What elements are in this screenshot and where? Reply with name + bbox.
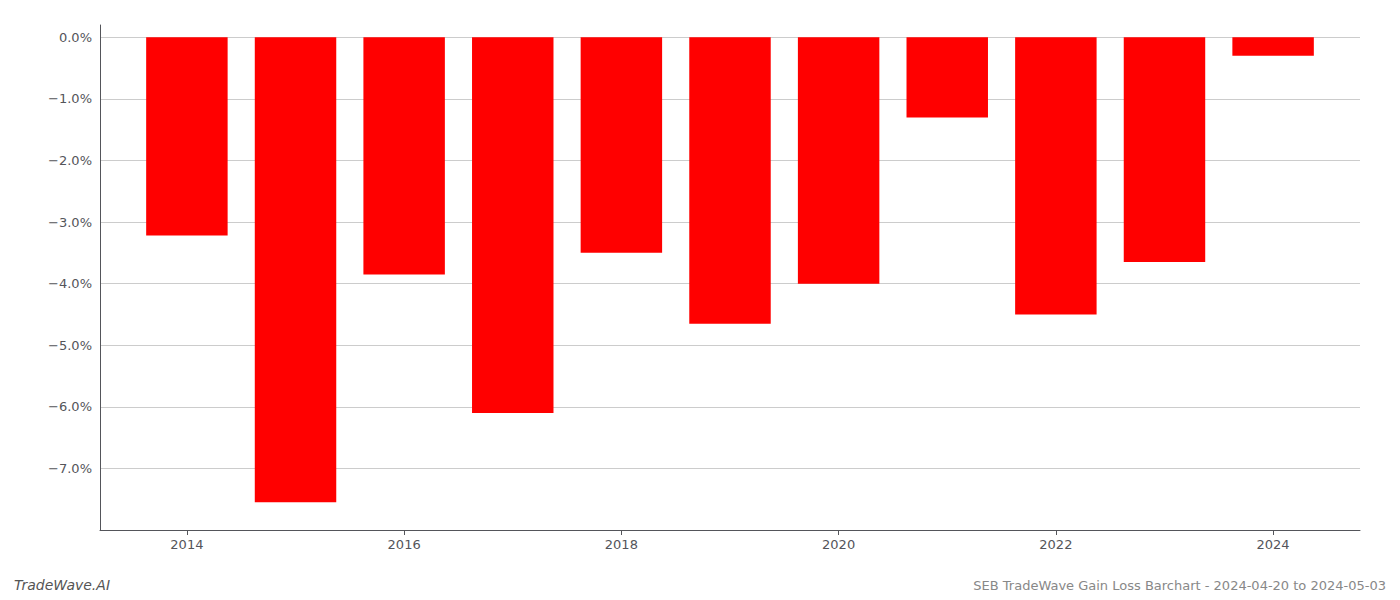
svg-text:TradeWave.AI: TradeWave.AI [14, 577, 110, 593]
svg-text:2022: 2022 [1039, 537, 1072, 552]
svg-text:2018: 2018 [605, 537, 638, 552]
svg-text:−7.0%: −7.0% [48, 461, 92, 476]
svg-text:−3.0%: −3.0% [48, 215, 92, 230]
svg-text:SEB TradeWave Gain Loss Barcha: SEB TradeWave Gain Loss Barchart - 2024-… [973, 578, 1386, 593]
svg-text:−1.0%: −1.0% [48, 91, 92, 106]
svg-text:−6.0%: −6.0% [48, 399, 92, 414]
svg-text:2014: 2014 [170, 537, 203, 552]
svg-text:−4.0%: −4.0% [48, 276, 92, 291]
svg-text:−2.0%: −2.0% [48, 153, 92, 168]
svg-text:−5.0%: −5.0% [48, 338, 92, 353]
svg-text:2024: 2024 [1257, 537, 1290, 552]
svg-text:2020: 2020 [822, 537, 855, 552]
svg-text:0.0%: 0.0% [59, 30, 92, 45]
svg-text:2016: 2016 [388, 537, 421, 552]
